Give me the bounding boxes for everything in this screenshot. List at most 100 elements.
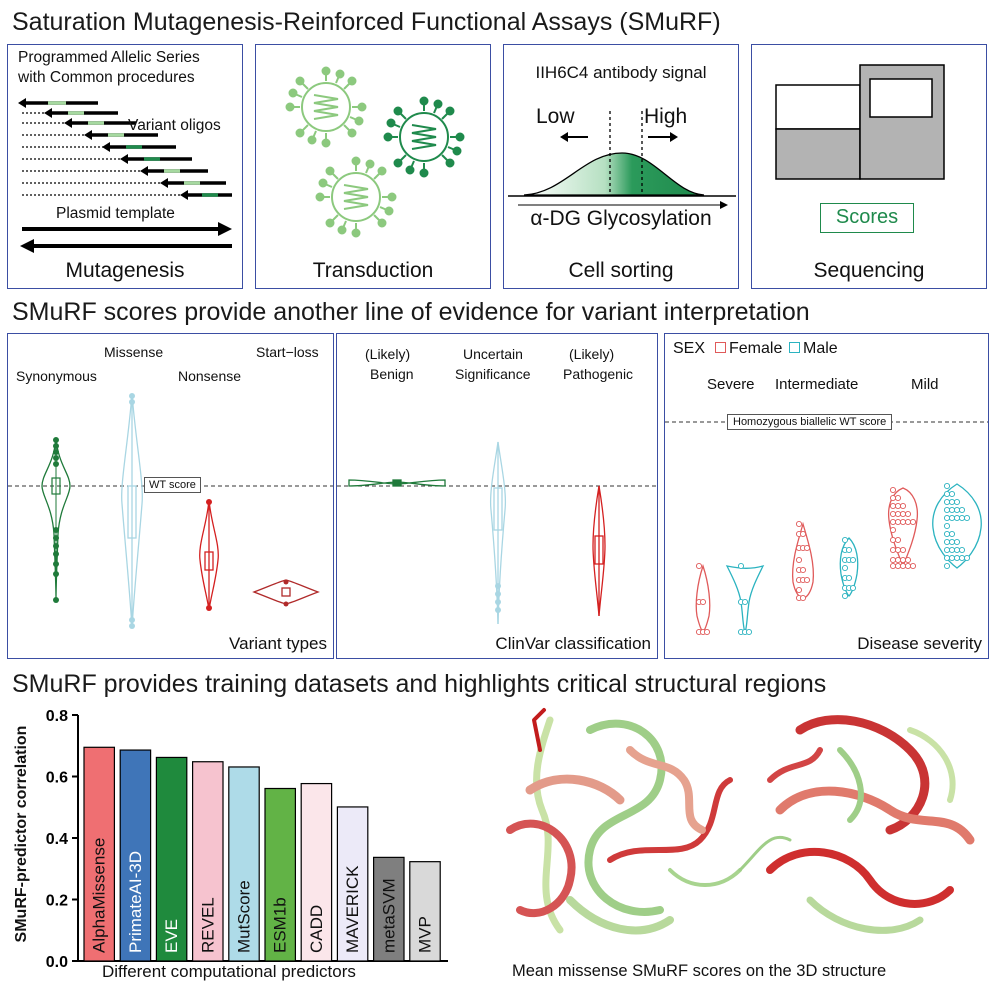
severity-panel: SEX Female Male Severe Intermediate Mild… (664, 333, 989, 659)
y-tick-label: 0.4 (46, 831, 68, 848)
severity-point (889, 510, 897, 518)
severity-point (904, 510, 912, 518)
severity-point (943, 538, 951, 546)
severity-point (943, 530, 951, 538)
predictor-bar-chart: 0.0 0.2 0.4 0.6 0.8 AlphaMissense PrimateAI-3… (46, 708, 448, 971)
virus-light-2 (315, 156, 397, 238)
severity-point (899, 562, 907, 570)
severity-point (803, 544, 811, 552)
bar-mvp (409, 861, 441, 962)
bar-eve (155, 756, 188, 962)
homozygous-wt-label: Homozygous biallelic WT score (727, 414, 893, 430)
severity-point (894, 536, 902, 544)
severity-point (799, 530, 807, 538)
severity-point (849, 556, 857, 564)
label-severe: Severe (707, 376, 755, 393)
bar-label: AlphaMissense (90, 838, 109, 953)
label-start-loss: Start−loss (256, 344, 319, 360)
variant-types-panel: Synonymous Missense Nonsense Start−loss (7, 333, 334, 659)
severity-violins (665, 421, 988, 636)
section2-title: SMuRF scores provide another line of evi… (12, 298, 810, 326)
severity-point (741, 598, 749, 606)
mutagenesis-diagram (18, 98, 232, 253)
antibody-signal-heading: IIH6C4 antibody signal (535, 63, 707, 82)
severity-point (803, 576, 811, 584)
glycosylation-axis-label: α-DG Glycosylation (530, 207, 712, 230)
severity-point (889, 546, 897, 554)
severity-point (943, 482, 951, 490)
severity-point (948, 554, 956, 562)
bar-label: MutScore (235, 880, 254, 953)
severity-point (909, 562, 917, 570)
severity-point (745, 628, 753, 636)
cell-sorting-panel: IIH6C4 antibody signal Low High α-DG Gly… (503, 44, 739, 289)
severity-point (948, 530, 956, 538)
violin-pathogenic (592, 485, 606, 617)
legend-male-label: Male (803, 340, 838, 357)
bar-primateai-3d (119, 749, 152, 962)
mutagenesis-heading-line1: Programmed Allelic Series (18, 49, 200, 66)
sequencing-caption: Sequencing (813, 259, 925, 282)
severity-point (737, 562, 745, 570)
severity-point (899, 502, 907, 510)
bar-label: CADD (307, 905, 326, 953)
y-axis-title-wrap: SMuRF-predictor correlation (9, 702, 35, 966)
violin-intermediate-male (839, 537, 859, 597)
severity-point (899, 518, 907, 526)
severity-point (841, 592, 849, 600)
severity-point (948, 490, 956, 498)
severity-point (943, 562, 951, 570)
legend-male-swatch (789, 342, 800, 353)
bar-metasvm (373, 856, 405, 962)
severity-caption: Disease severity (857, 634, 982, 653)
virus-light-1 (285, 66, 367, 148)
legend-female-label: Female (729, 340, 783, 357)
severity-point (948, 546, 956, 554)
severity-point (845, 546, 853, 554)
label-synonymous: Synonymous (16, 368, 97, 384)
severity-point (703, 628, 711, 636)
bar-label: MAVERICK (343, 865, 362, 953)
y-axis-title: SMuRF-predictor correlation (13, 725, 30, 943)
main-title: Saturation Mutagenesis-Reinforced Functi… (12, 8, 721, 36)
severity-point (899, 556, 907, 564)
variant-oligos (18, 98, 232, 200)
y-tick-label: 0.8 (46, 708, 68, 725)
sorted-cell-plot (775, 64, 945, 180)
severity-point (953, 506, 961, 514)
protein-structure (506, 708, 975, 935)
y-tick-label: 0.2 (46, 893, 68, 910)
severity-point (943, 490, 951, 498)
legend-female-swatch (715, 342, 726, 353)
violin-mild-male (932, 483, 982, 569)
structure-caption: Mean missense SMuRF scores on the 3D str… (512, 962, 887, 980)
severity-point (953, 498, 961, 506)
severity-point (948, 538, 956, 546)
high-label: High (644, 105, 688, 128)
severity-point (943, 506, 951, 514)
severity-point (963, 514, 971, 522)
severity-point (889, 536, 897, 544)
virus-illustration (285, 66, 465, 238)
severity-point (953, 514, 961, 522)
y-tick-label: 0.0 (46, 954, 68, 971)
cell-sorting-caption: Cell sorting (568, 259, 674, 282)
severity-point (904, 518, 912, 526)
severity-point (894, 502, 902, 510)
violin-benign (348, 479, 446, 487)
transduction-caption: Transduction (312, 259, 434, 282)
label-pathogenic-line2: Pathogenic (563, 366, 634, 382)
severity-point (799, 566, 807, 574)
severity-point (889, 526, 897, 534)
severity-point (958, 546, 966, 554)
severity-point (909, 518, 917, 526)
bar-alphamissense (83, 746, 116, 962)
severity-point (948, 498, 956, 506)
severity-point (899, 510, 907, 518)
severity-point (904, 562, 912, 570)
severity-point (894, 546, 902, 554)
severity-point (795, 556, 803, 564)
label-intermediate: Intermediate (775, 376, 859, 393)
bar-chart-marks: AlphaMissense PrimateAI-3D EVE REVEL MutScor… (83, 746, 441, 962)
severity-point (889, 502, 897, 510)
